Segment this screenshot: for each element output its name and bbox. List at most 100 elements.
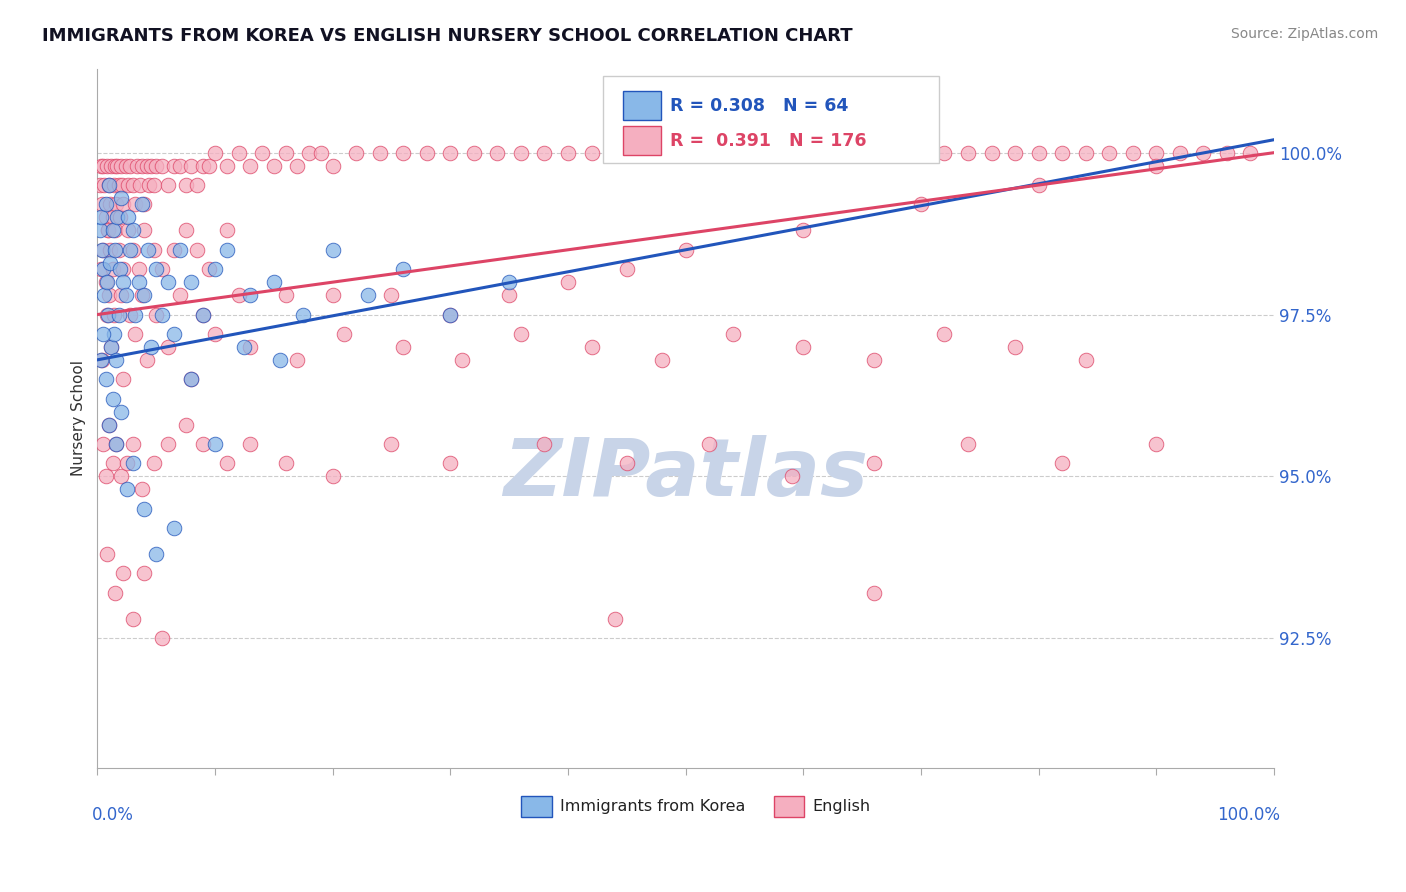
Point xyxy=(769,145,792,160)
Point xyxy=(112,275,135,289)
Point xyxy=(96,159,118,173)
Point xyxy=(110,288,132,302)
Point xyxy=(91,243,114,257)
Point xyxy=(98,288,121,302)
Point xyxy=(1144,159,1167,173)
Point xyxy=(120,308,142,322)
Point xyxy=(180,159,202,173)
Point xyxy=(90,352,112,367)
Point xyxy=(93,178,115,192)
Point xyxy=(112,262,135,277)
Point xyxy=(142,457,165,471)
Point xyxy=(193,437,215,451)
Point xyxy=(134,288,156,302)
Point xyxy=(1004,145,1026,160)
Point xyxy=(100,340,122,354)
Point xyxy=(439,308,461,322)
Point xyxy=(101,211,124,225)
Point xyxy=(94,275,117,289)
Point xyxy=(180,372,202,386)
Point xyxy=(533,437,555,451)
Point xyxy=(204,262,226,277)
FancyBboxPatch shape xyxy=(603,76,939,163)
Point xyxy=(101,262,124,277)
Point xyxy=(156,340,179,354)
Point xyxy=(792,223,814,237)
Point xyxy=(1074,352,1097,367)
Point xyxy=(145,262,167,277)
Point xyxy=(121,178,143,192)
Point xyxy=(239,159,262,173)
Point xyxy=(910,145,932,160)
Point xyxy=(120,243,142,257)
Point xyxy=(96,308,118,322)
Point xyxy=(97,223,120,237)
Point xyxy=(121,223,143,237)
Point xyxy=(142,178,165,192)
Point xyxy=(103,308,125,322)
Text: IMMIGRANTS FROM KOREA VS ENGLISH NURSERY SCHOOL CORRELATION CHART: IMMIGRANTS FROM KOREA VS ENGLISH NURSERY… xyxy=(42,27,853,45)
Point xyxy=(91,197,114,211)
Point xyxy=(956,145,979,160)
Point xyxy=(90,159,112,173)
Point xyxy=(1074,145,1097,160)
Point xyxy=(98,256,121,270)
Point xyxy=(105,437,128,451)
Point xyxy=(121,437,143,451)
Text: 100.0%: 100.0% xyxy=(1216,806,1279,824)
Point xyxy=(322,159,344,173)
Point xyxy=(910,197,932,211)
Point xyxy=(104,243,127,257)
Point xyxy=(104,159,127,173)
Point xyxy=(101,392,124,406)
Point xyxy=(509,326,531,341)
Point xyxy=(97,223,120,237)
Point xyxy=(128,178,150,192)
Point xyxy=(193,308,215,322)
Point xyxy=(322,243,344,257)
Point xyxy=(292,308,315,322)
Point xyxy=(135,352,157,367)
Point xyxy=(93,288,115,302)
Point xyxy=(101,223,124,237)
Point xyxy=(128,262,150,277)
Point xyxy=(91,437,114,451)
Point xyxy=(90,262,112,277)
Point xyxy=(675,145,697,160)
Point xyxy=(616,262,638,277)
Point xyxy=(380,437,402,451)
Point xyxy=(392,262,415,277)
FancyBboxPatch shape xyxy=(623,91,661,120)
Point xyxy=(250,145,273,160)
Point xyxy=(451,352,474,367)
Point xyxy=(186,243,208,257)
Point xyxy=(98,197,121,211)
Point xyxy=(533,145,555,160)
Point xyxy=(169,243,191,257)
Point xyxy=(1144,437,1167,451)
Point xyxy=(98,243,121,257)
Point xyxy=(98,178,121,192)
Point xyxy=(115,457,138,471)
Point xyxy=(697,437,720,451)
Point xyxy=(298,145,321,160)
Text: 0.0%: 0.0% xyxy=(91,806,134,824)
Point xyxy=(1144,145,1167,160)
Point xyxy=(863,457,886,471)
Point xyxy=(498,275,520,289)
Point xyxy=(1216,145,1239,160)
Point xyxy=(141,159,163,173)
Point xyxy=(110,159,132,173)
Point xyxy=(163,326,186,341)
Point xyxy=(603,145,626,160)
Point xyxy=(136,243,159,257)
Point xyxy=(91,243,114,257)
Point xyxy=(150,262,173,277)
Point xyxy=(163,159,186,173)
Point xyxy=(215,159,238,173)
Point xyxy=(112,197,135,211)
Point xyxy=(131,288,153,302)
Point xyxy=(156,178,179,192)
Point xyxy=(980,145,1002,160)
Point xyxy=(115,483,138,497)
